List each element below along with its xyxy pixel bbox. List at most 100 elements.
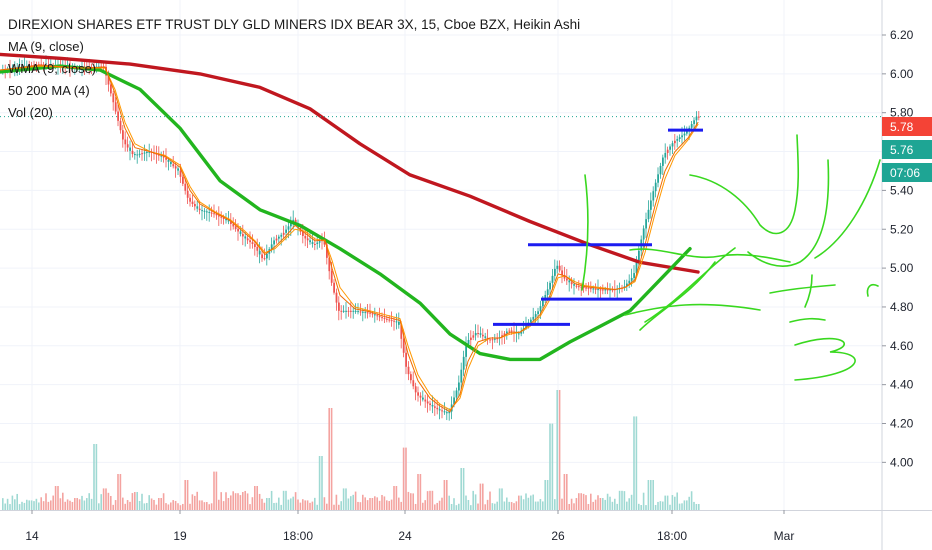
volume-bar [333,504,335,510]
candle-body [479,333,482,335]
volume-bar [285,490,287,510]
volume-bar [407,491,410,510]
legend-50-200-ma[interactable]: 50 200 MA (4) [8,83,90,98]
candle-body [107,75,110,85]
candle-body [117,111,119,121]
volume-bar [138,500,141,510]
volume-bar [676,492,678,510]
volume-bar [110,495,112,510]
candle-body [654,182,657,192]
volume-bar [698,504,700,510]
candle-body [208,212,211,214]
volume-bar [587,503,590,510]
volume-bar [45,493,47,510]
legend-volume[interactable]: Vol (20) [8,105,53,120]
candle-body [590,288,592,290]
candle-body [273,240,275,245]
volume-bar [515,501,518,510]
volume-bar [74,498,76,510]
candle-body [124,139,127,145]
candle-body [342,310,345,312]
candle-body [530,319,532,323]
candle-body [472,335,475,338]
volume-bar [544,480,546,510]
volume-bar [179,505,182,510]
candle-body [239,231,242,234]
candle-body [438,409,441,411]
candle-body [162,156,165,158]
volume-bar [616,503,618,510]
candle-body [539,306,542,312]
volume-bar [566,474,568,510]
volume-bar [4,503,6,510]
legend-ma[interactable]: MA (9, close) [8,39,84,54]
volume-bar [530,495,532,510]
volume-bar [342,488,345,510]
x-tick-label: 14 [25,529,39,543]
volume-bar [42,501,45,510]
volume-bar [198,500,201,510]
volume-bar [213,471,215,510]
volume-bar [383,496,386,510]
candle-body [112,93,115,103]
candle-body [407,366,410,375]
volume-bar [62,492,64,510]
volume-bar [690,491,693,510]
legend-wma[interactable]: WMA (9, close) [8,61,97,76]
candle-body [525,325,527,329]
x-tick-label: Mar [774,529,795,543]
volume-bar [640,505,642,510]
candle-body [179,170,182,177]
candle-body [261,254,263,259]
candle-body [165,157,167,160]
candle-body [405,352,407,367]
candle-body [542,300,544,307]
volume-bar [172,500,174,510]
candle-body [386,318,388,320]
volume-bar [66,499,69,510]
volume-bar [580,493,582,510]
candle-body [263,258,266,260]
volume-bar [491,503,494,510]
candle-body [657,174,659,183]
volume-bar [57,486,59,510]
y-tick-label: 4.40 [890,378,914,392]
volume-bar [302,499,304,510]
volume-bar [546,480,549,510]
candle-body [395,321,398,323]
candle-body [510,330,513,332]
volume-bar [563,474,566,510]
green-freehand-stroke [789,317,826,323]
candle-body [110,84,112,94]
volume-bar [518,495,520,510]
candle-body [309,240,311,243]
volume-bar [314,497,316,510]
volume-bar [126,500,129,510]
volume-bar [208,504,210,510]
candle-body [402,338,405,353]
candle-body [251,242,254,245]
volume-bar [150,498,153,510]
volume-bar [575,498,578,510]
candle-body [460,369,463,383]
candle-body [316,242,319,244]
candle-body [441,410,443,412]
volume-bar [426,491,429,510]
candle-body [244,236,247,239]
last-price-badge: 5.78 [882,117,932,136]
candle-body [206,211,208,213]
volume-bar [453,498,455,510]
candle-body [182,176,184,184]
volume-bar [83,500,86,510]
volume-bar [50,500,52,510]
candle-body [330,271,333,283]
candle-body [666,149,669,153]
candle-body [220,216,223,218]
volume-bar [558,390,561,510]
candle-body [141,153,143,155]
candle-body [345,310,347,312]
candle-body [690,124,693,128]
candle-body [474,332,477,336]
volume-bar [112,504,114,510]
